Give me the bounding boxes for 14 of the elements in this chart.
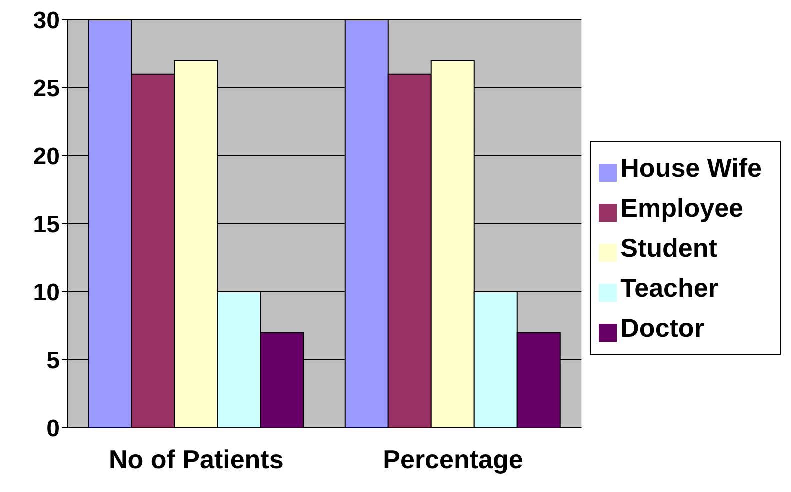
legend-label: Teacher (620, 273, 718, 303)
legend-label: Student (620, 233, 718, 263)
y-tick-label: 0 (46, 416, 60, 443)
y-tick-label: 5 (46, 348, 60, 375)
y-tick-label: 25 (33, 76, 60, 103)
legend-label: Employee (620, 193, 744, 223)
x-tick-label: No of Patients (109, 444, 284, 474)
y-tick-label: 20 (33, 144, 60, 171)
y-tick-label: 10 (33, 280, 60, 307)
legend-label: House Wife (620, 153, 762, 183)
y-tick-label: 15 (33, 212, 60, 239)
y-tick-label: 30 (33, 8, 60, 35)
legend-label: Doctor (620, 313, 704, 343)
x-tick-label: Percentage (383, 444, 524, 474)
